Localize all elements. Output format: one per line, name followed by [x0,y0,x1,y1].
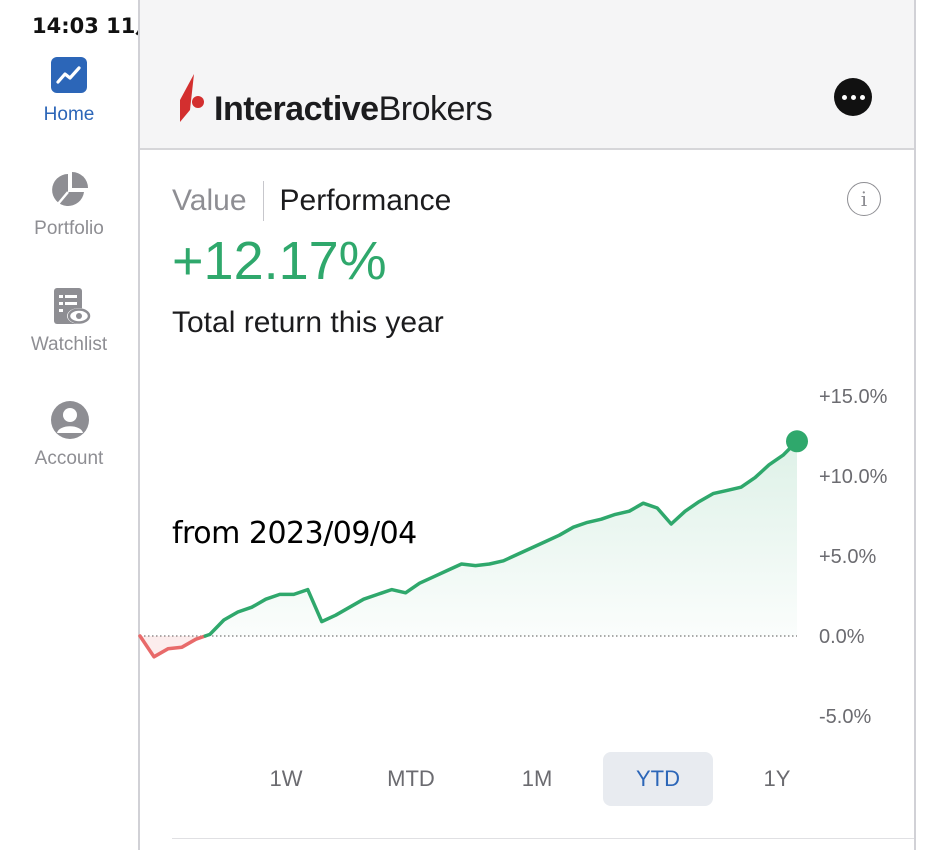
total-return-value: +12.17% [172,231,387,291]
y-tick-label: 0.0% [819,626,865,648]
more-icon [841,94,847,100]
info-button[interactable]: i [847,182,881,216]
range-1y[interactable]: 1Y [763,766,791,791]
series-line-positive [203,439,799,638]
total-return-caption: Total return this year [172,306,444,339]
watchlist-icon [50,286,91,324]
tab-performance[interactable]: Performance [279,184,452,217]
sidebar-divider [138,0,140,850]
info-icon: i [860,187,868,211]
y-tick-label: +5.0% [819,546,876,568]
logo-text-light: Brokers [378,90,493,128]
ib-logo-icon [180,74,204,122]
sidebar-nav: Home Portfolio Watchlist [0,0,138,850]
nav-label-home: Home [43,104,95,125]
range-mtd[interactable]: MTD [387,766,435,791]
user-icon [50,400,89,439]
y-tick-label: +10.0% [819,466,888,488]
series-end-point [786,430,808,453]
range-1m[interactable]: 1M [521,766,553,791]
time-range-selector: 1W MTD 1M YTD 1Y [140,752,914,806]
tab-separator [262,181,264,221]
view-tabs: Value Performance [172,180,451,222]
range-1w[interactable]: 1W [269,766,303,791]
nav-item-portfolio[interactable]: Portfolio [0,170,138,240]
nav-label-account: Account [34,448,104,469]
right-edge-divider [914,0,916,850]
nav-label-watchlist: Watchlist [30,334,108,355]
nav-item-account[interactable]: Account [0,400,138,470]
chart-trend-icon [50,56,88,94]
app-header: InteractiveBrokers [140,0,914,150]
y-tick-label: -5.0% [819,706,871,728]
nav-item-home[interactable]: Home [0,56,138,126]
nav-item-watchlist[interactable]: Watchlist [0,286,138,356]
logo-text-bold: Interactive [214,90,379,128]
range-ytd[interactable]: YTD [603,752,713,806]
series-line-negative [138,634,207,659]
pie-chart-icon [50,170,88,208]
nav-label-portfolio: Portfolio [34,218,104,239]
positive-area-fill [205,441,798,636]
y-tick-label: +15.0% [819,386,888,408]
bottom-divider [172,838,914,839]
tab-value[interactable]: Value [172,184,247,217]
chart-start-date-label: from 2023/09/04 [172,516,417,551]
more-options-button[interactable] [834,78,872,116]
